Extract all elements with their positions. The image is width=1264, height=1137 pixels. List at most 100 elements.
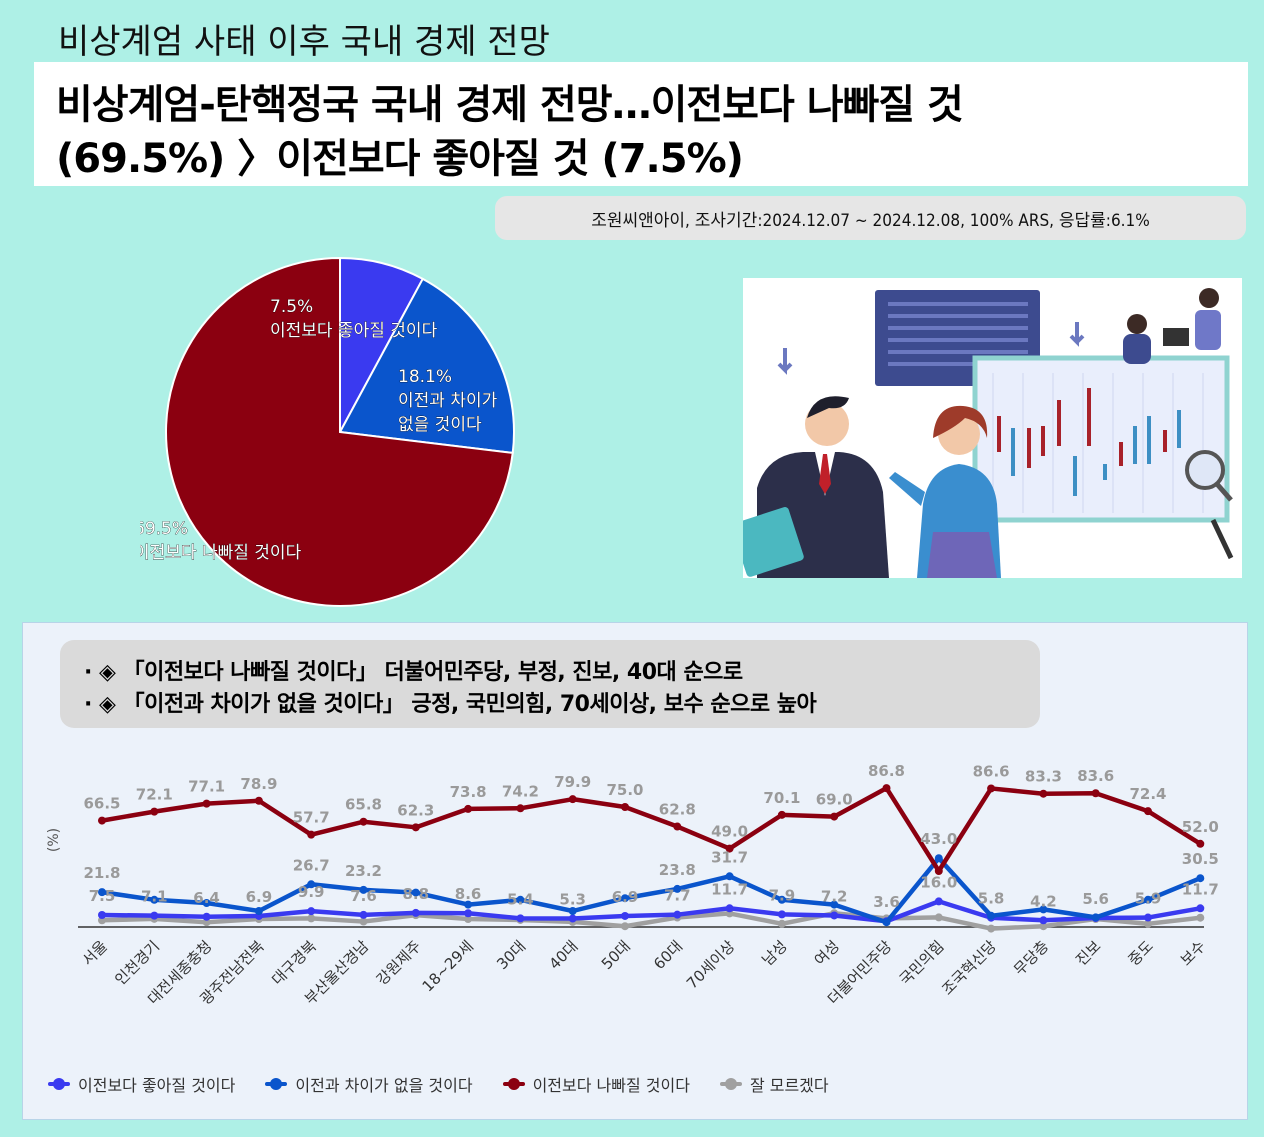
- x-tick-label: 18~29세: [419, 937, 477, 995]
- x-tick-label: 강원제주: [373, 937, 425, 989]
- data-point-1-1: [150, 895, 159, 904]
- data-label: 7.7: [664, 887, 691, 905]
- data-point-3-13: [777, 919, 786, 928]
- summary-box: · ◈ 「이전보다 나빠질 것이다」 더불어민주당, 부정, 진보, 40대 순…: [60, 640, 1040, 728]
- data-label: 7.5: [89, 887, 116, 905]
- legend-item: 이전보다 좋아질 것이다: [48, 1072, 235, 1096]
- data-point-2-14: [830, 812, 839, 821]
- data-label: 62.3: [397, 801, 434, 819]
- pie-label-same-1: 이전과 차이가: [398, 391, 498, 411]
- pie-labels: 7.5% 이전보다 좋아질 것이다 18.1% 이전과 차이가 없을 것이다 6…: [140, 297, 498, 564]
- legend-label: 이전보다 나빠질 것이다: [532, 1076, 690, 1095]
- x-tick-label: 중도: [1125, 937, 1157, 969]
- x-tick-label: 70세이상: [683, 937, 739, 993]
- legend-marker: [265, 1078, 288, 1090]
- top-title: 비상계엄 사태 이후 국내 경제 전망: [58, 22, 550, 62]
- legend-marker: [719, 1078, 742, 1090]
- data-point-0-1: [150, 911, 159, 920]
- data-point-3-18: [1039, 922, 1048, 931]
- data-point-1-12: [725, 872, 734, 881]
- data-point-0-14: [830, 911, 839, 920]
- summary-line-1: · ◈ 「이전보다 나빠질 것이다」 더불어민주당, 부정, 진보, 40대 순…: [84, 660, 743, 685]
- legend-item: 이전과 차이가 없을 것이다: [265, 1072, 473, 1096]
- x-tick-label: 남성: [758, 937, 790, 969]
- data-label: 86.6: [973, 762, 1010, 780]
- data-point-1-3: [254, 907, 263, 915]
- data-label: 83.6: [1077, 767, 1114, 785]
- data-point-3-7: [464, 915, 473, 923]
- data-point-3-4: [307, 914, 316, 923]
- legend: 이전보다 좋아질 것이다 이전과 차이가 없을 것이다 이전보다 나빠질 것이다 잘 …: [48, 1072, 829, 1096]
- data-label: 5.8: [978, 890, 1005, 908]
- data-point-1-10: [621, 894, 629, 903]
- data-point-2-8: [516, 804, 525, 813]
- x-tick-label: 50대: [598, 937, 634, 973]
- data-label: 8.6: [455, 885, 482, 903]
- pie-slice-worse: [165, 256, 514, 607]
- data-point-0-12: [725, 904, 734, 913]
- data-point-1-13: [777, 895, 786, 904]
- data-point-2-3: [254, 796, 263, 805]
- series-line-2: [101, 785, 1202, 874]
- data-point-1-0: [98, 888, 106, 897]
- data-point-2-6: [411, 823, 420, 832]
- data-label: 66.5: [83, 795, 120, 813]
- data-label: 30.5: [1182, 850, 1219, 868]
- data-point-2-1: [150, 807, 159, 816]
- data-point-3-21: [1196, 913, 1205, 922]
- series-line-3: [101, 910, 1201, 931]
- data-point-0-21: [1196, 904, 1205, 913]
- series-line-1: [101, 855, 1202, 925]
- legend-label: 이전보다 좋아질 것이다: [78, 1076, 236, 1095]
- data-label: 57.7: [293, 809, 330, 827]
- pie-slice-same: [338, 277, 515, 455]
- legend-marker: [48, 1078, 70, 1090]
- data-point-3-10: [621, 922, 629, 931]
- data-point-1-14: [830, 900, 839, 909]
- headline-box: 비상계엄-탄핵정국 국내 경제 전망…이전보다 나빠질 것 (69.5%) 〉이…: [34, 62, 1248, 186]
- pie-label-same-pct: 18.1%: [398, 367, 452, 387]
- data-label: 6.4: [193, 889, 220, 907]
- data-label: 74.2: [502, 782, 539, 800]
- data-label: 7.1: [141, 888, 168, 906]
- data-point-0-9: [568, 914, 577, 923]
- data-label: 43.0: [920, 830, 957, 848]
- data-point-0-5: [359, 910, 368, 919]
- data-label: 78.9: [240, 775, 277, 793]
- x-tick-label: 60대: [650, 937, 686, 973]
- data-label: 83.3: [1025, 768, 1062, 786]
- data-point-2-12: [725, 844, 734, 853]
- x-tick-label: 서울: [79, 937, 111, 969]
- data-label: 72.1: [136, 786, 173, 804]
- data-label: 6.9: [612, 888, 639, 906]
- data-label: 65.8: [345, 796, 382, 814]
- data-point-2-13: [777, 810, 786, 819]
- pie-label-worse-pct: 69.5%: [140, 519, 188, 539]
- data-point-1-17: [987, 911, 996, 920]
- data-point-3-17: [987, 924, 996, 933]
- data-point-3-5: [359, 917, 368, 926]
- x-tick-label: 무당층: [1010, 937, 1052, 979]
- y-axis-label: (%): [46, 828, 62, 852]
- data-point-1-2: [202, 899, 211, 907]
- data-label: 69.0: [816, 791, 853, 809]
- data-label: 52.0: [1182, 818, 1219, 836]
- data-label: 5.6: [1082, 890, 1109, 908]
- legend-marker: [502, 1078, 525, 1090]
- data-point-2-18: [1039, 789, 1048, 798]
- data-label: 6.9: [246, 888, 273, 906]
- data-point-1-4: [307, 880, 316, 889]
- data-point-2-16: [934, 867, 943, 875]
- pie-label-same-2: 없을 것이다: [398, 415, 482, 435]
- data-label: 3.6: [873, 893, 900, 911]
- data-point-0-7: [464, 909, 473, 918]
- data-point-1-20: [1144, 895, 1152, 904]
- data-point-1-16: [934, 854, 943, 863]
- data-point-2-11: [673, 822, 682, 831]
- data-label: 11.7: [711, 880, 748, 898]
- data-label: 21.8: [83, 864, 120, 882]
- headline-line-2: (69.5%) 〉이전보다 좋아질 것 (7.5%): [56, 136, 744, 182]
- data-point-0-8: [516, 914, 525, 923]
- x-tick-label: 인천경기: [111, 937, 163, 989]
